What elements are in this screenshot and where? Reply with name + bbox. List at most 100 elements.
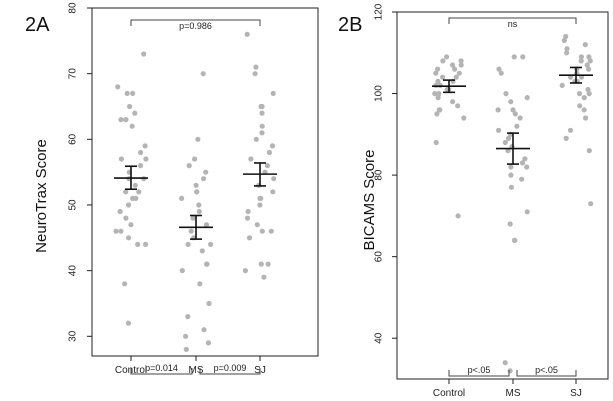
data-point: [433, 70, 439, 76]
data-point: [183, 346, 189, 352]
data-point: [433, 139, 439, 146]
data-point: [126, 202, 132, 208]
significance-bracket: [448, 17, 577, 24]
data-point: [434, 111, 440, 117]
data-point: [126, 235, 132, 241]
data-point: [118, 117, 124, 123]
significance-bracket: [448, 370, 510, 377]
data-point: [514, 123, 520, 129]
data-point: [588, 201, 594, 207]
data-point: [524, 95, 530, 101]
data-point: [452, 66, 458, 72]
data-point: [246, 235, 253, 241]
data-point: [586, 54, 592, 60]
panel-2b: 2B BICAMS Score 40 60 80 100 120 Control MS SJ ns p…: [338, 3, 609, 399]
data-point: [203, 222, 210, 228]
y-axis-label: NeuroTrax Score: [33, 139, 50, 253]
data-point: [581, 95, 587, 101]
data-point: [586, 91, 592, 97]
data-point: [259, 110, 265, 116]
data-point: [583, 115, 589, 121]
significance-bracket: [199, 368, 261, 375]
y-tick-label: 80: [68, 2, 79, 14]
data-point: [132, 182, 138, 188]
data-point: [244, 31, 250, 37]
data-point: [135, 241, 141, 247]
significance-label: p=0.014: [145, 363, 178, 373]
y-tick-label: 120: [374, 3, 385, 20]
data-point: [510, 107, 516, 113]
data-point: [259, 123, 265, 129]
data-point: [190, 215, 196, 221]
data-point: [271, 176, 277, 182]
data-point: [124, 90, 130, 96]
data-point: [118, 156, 124, 162]
data-point: [196, 202, 202, 208]
y-tick-label: 30: [68, 330, 79, 342]
x-tick-label: MS: [189, 365, 204, 376]
data-point: [269, 143, 276, 149]
data-point: [205, 340, 211, 346]
y-tick-label: 60: [374, 251, 385, 263]
data-point: [495, 107, 501, 113]
data-point: [185, 314, 191, 320]
data-point: [129, 123, 135, 129]
data-point: [138, 149, 144, 156]
data-point: [201, 176, 207, 182]
data-point: [584, 62, 590, 68]
data-point: [179, 268, 185, 274]
y-tick-label: 70: [68, 68, 79, 80]
data-point: [264, 163, 270, 169]
data-point: [581, 107, 587, 113]
data-point: [586, 148, 592, 154]
data-point: [270, 90, 276, 96]
data-point: [586, 66, 592, 72]
plot-frame: [396, 11, 609, 380]
data-point: [259, 228, 265, 234]
data-point: [122, 281, 128, 287]
data-point: [242, 268, 248, 274]
y-tick-label: 40: [68, 265, 79, 277]
data-point: [258, 195, 264, 201]
data-point: [524, 209, 530, 215]
data-point: [257, 202, 263, 208]
data-point: [261, 274, 267, 280]
data-point: [436, 107, 442, 113]
data-point: [563, 135, 569, 141]
data-point: [193, 182, 199, 188]
data-point: [458, 58, 464, 64]
panel-label: 2A: [25, 14, 50, 36]
data-point: [188, 228, 194, 234]
y-tick-label: 80: [374, 169, 385, 181]
data-point: [125, 320, 132, 326]
data-point: [453, 74, 459, 80]
data-point: [268, 228, 274, 234]
data-point: [206, 300, 212, 307]
y-tick-label: 60: [68, 133, 79, 145]
data-point: [582, 42, 588, 48]
significance-bracket: [516, 370, 577, 377]
data-point: [440, 74, 446, 80]
data-point: [508, 99, 514, 105]
data-point: [253, 64, 259, 70]
significance-label: ns: [508, 19, 518, 29]
data-point: [179, 195, 185, 201]
data-point: [196, 208, 202, 215]
data-point: [507, 221, 513, 227]
data-point: [258, 261, 264, 267]
data-point: [567, 127, 574, 133]
data-point: [254, 222, 260, 228]
data-point: [524, 164, 530, 170]
data-point: [511, 54, 517, 60]
data-point: [270, 189, 276, 195]
significance-bracket: [130, 368, 193, 375]
data-point: [203, 169, 209, 175]
data-point: [456, 70, 462, 76]
data-point: [265, 261, 271, 267]
data-point: [435, 66, 441, 72]
significance-label: p=0.986: [179, 21, 212, 31]
y-tick-label: 40: [374, 332, 385, 344]
x-tick-label: SJ: [570, 388, 582, 399]
data-point: [248, 156, 254, 162]
data-point: [576, 91, 583, 97]
